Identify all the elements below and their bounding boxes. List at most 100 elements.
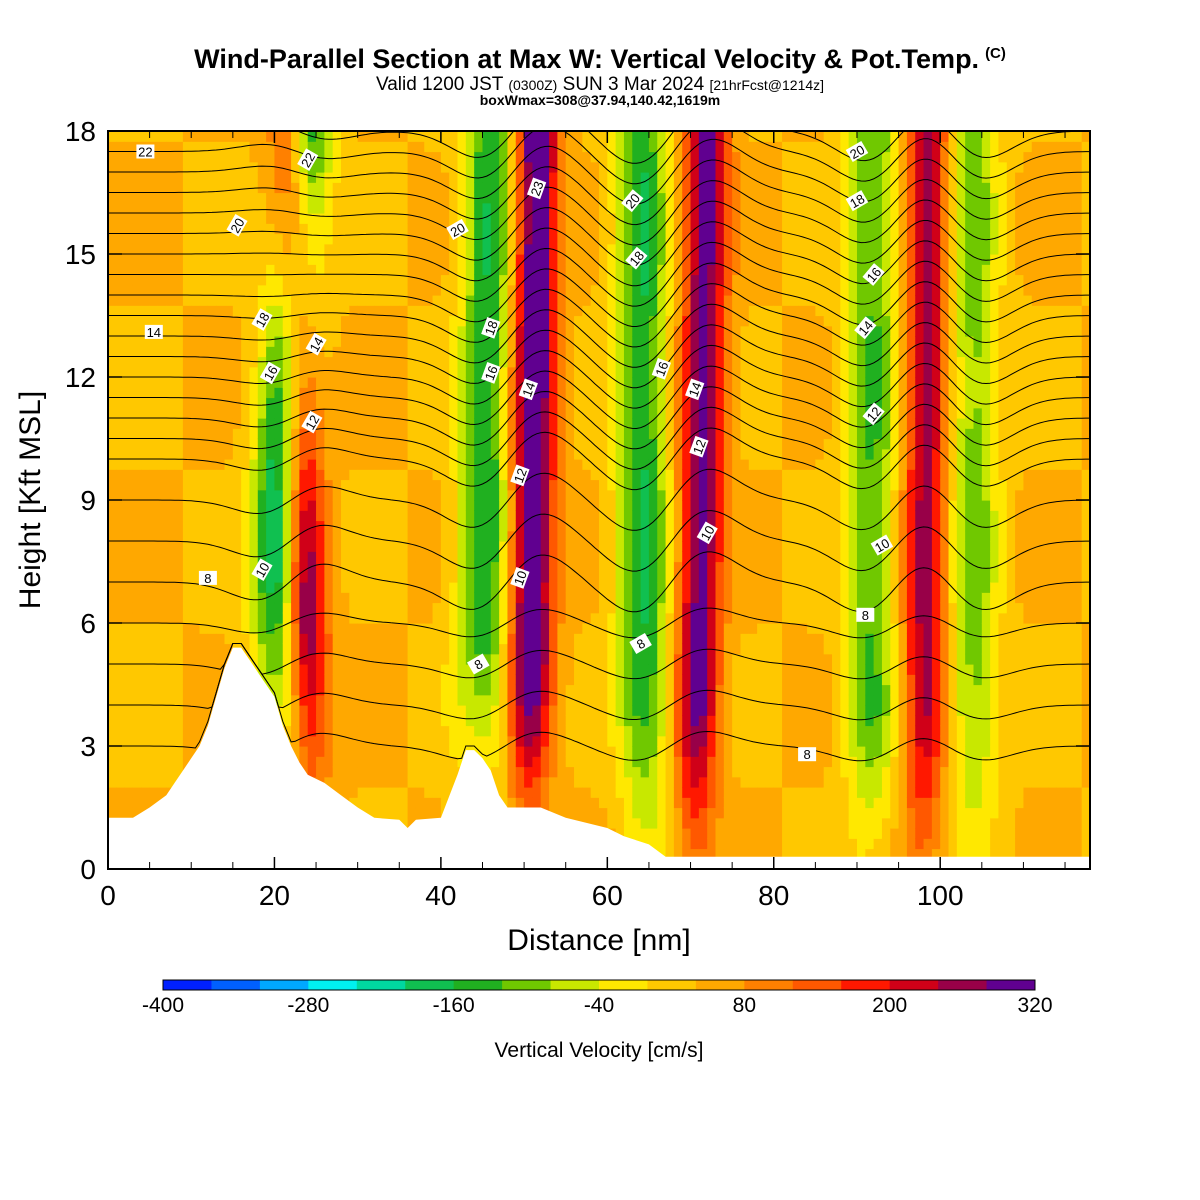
- field-cell: [457, 213, 467, 224]
- field-cell: [224, 336, 234, 347]
- field-cell: [365, 325, 375, 337]
- field-cell: [440, 397, 450, 409]
- field-cell: [482, 295, 492, 306]
- field-cell: [557, 500, 567, 511]
- field-cell: [582, 756, 592, 768]
- field-cell: [673, 387, 683, 399]
- field-cell: [440, 602, 450, 614]
- field-cell: [199, 325, 209, 337]
- field-cell: [266, 192, 276, 204]
- field-cell: [141, 284, 151, 296]
- field-cell: [673, 469, 683, 481]
- field-cell: [607, 356, 617, 368]
- field-cell: [440, 233, 450, 245]
- field-cell: [524, 213, 534, 224]
- field-cell: [424, 418, 434, 429]
- field-cell: [574, 161, 583, 173]
- field-cell: [482, 489, 492, 501]
- field-cell: [216, 295, 226, 306]
- field-cell: [665, 766, 675, 778]
- field-cell: [174, 530, 184, 542]
- field-cell: [166, 418, 176, 429]
- field-cell: [574, 397, 583, 409]
- field-cell: [241, 295, 251, 306]
- field-cell: [291, 684, 301, 696]
- field-cell: [424, 510, 434, 522]
- field-cell: [407, 366, 417, 378]
- field-cell: [257, 664, 267, 675]
- field-cell: [524, 141, 534, 153]
- field-cell: [407, 274, 417, 286]
- field-cell: [157, 397, 167, 409]
- field-cell: [390, 807, 400, 819]
- field-cell: [565, 172, 575, 183]
- field-cell: [440, 254, 450, 265]
- field-cell: [549, 684, 558, 696]
- field-cell: [632, 653, 642, 665]
- field-cell: [390, 254, 400, 265]
- field-cell: [490, 264, 500, 276]
- field-cell: [407, 807, 417, 819]
- field-cell: [615, 192, 625, 204]
- field-cell: [507, 428, 517, 440]
- field-cell: [399, 643, 409, 655]
- field-cell: [415, 213, 425, 224]
- field-cell: [191, 192, 201, 204]
- field-cell: [623, 448, 633, 460]
- field-cell: [640, 336, 650, 347]
- field-cell: [440, 202, 450, 214]
- field-cell: [524, 284, 534, 296]
- field-cell: [357, 397, 367, 409]
- field-cell: [582, 336, 592, 347]
- field-cell: [399, 725, 409, 737]
- field-cell: [432, 213, 442, 224]
- field-cell: [116, 305, 126, 317]
- field-cell: [365, 264, 375, 276]
- field-cell: [157, 336, 167, 347]
- field-cell: [532, 366, 542, 378]
- field-cell: [590, 705, 600, 716]
- field-cell: [116, 807, 126, 819]
- field-cell: [582, 346, 592, 358]
- field-cell: [507, 510, 517, 522]
- field-cell: [440, 315, 450, 327]
- field-cell: [390, 469, 400, 481]
- field-cell: [682, 735, 692, 747]
- field-cell: [524, 366, 534, 378]
- field-cell: [532, 633, 542, 645]
- field-cell: [640, 223, 650, 235]
- field-cell: [599, 746, 608, 757]
- field-cell: [332, 715, 342, 727]
- field-cell: [457, 202, 467, 214]
- field-cell: [174, 633, 184, 645]
- field-cell: [141, 735, 151, 747]
- field-cell: [432, 151, 442, 163]
- field-cell: [673, 623, 683, 634]
- field-cell: [199, 254, 209, 265]
- field-cell: [365, 151, 375, 163]
- field-cell: [390, 223, 400, 235]
- field-cell: [390, 715, 400, 727]
- field-cell: [149, 243, 159, 255]
- field-cell: [266, 674, 276, 686]
- field-cell: [557, 151, 567, 163]
- field-cell: [540, 746, 550, 757]
- field-cell: [191, 202, 201, 214]
- field-cell: [665, 561, 675, 573]
- field-cell: [557, 213, 567, 224]
- field-cell: [532, 202, 542, 214]
- field-cell: [365, 756, 375, 768]
- field-cell: [457, 664, 467, 675]
- field-cell: [607, 254, 617, 265]
- field-cell: [191, 233, 201, 245]
- field-cell: [457, 151, 467, 163]
- field-cell: [141, 694, 151, 706]
- field-cell: [424, 315, 434, 327]
- field-cell: [657, 715, 667, 727]
- field-cell: [524, 592, 534, 604]
- field-cell: [182, 192, 192, 204]
- field-cell: [199, 264, 209, 276]
- field-cell: [599, 315, 608, 327]
- field-cell: [632, 541, 642, 552]
- field-cell: [640, 407, 650, 419]
